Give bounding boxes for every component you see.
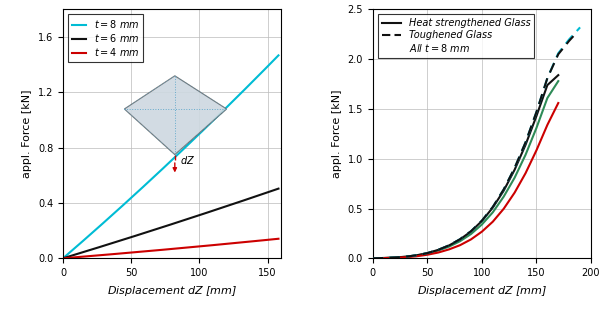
Legend: $t = 8$ mm, $t = 6$ mm, $t = 4$ mm: $t = 8$ mm, $t = 6$ mm, $t = 4$ mm bbox=[68, 14, 143, 62]
Text: $dZ$: $dZ$ bbox=[180, 154, 196, 166]
Y-axis label: appl. Force [kN]: appl. Force [kN] bbox=[22, 90, 32, 178]
X-axis label: Displacement $dZ$ [mm]: Displacement $dZ$ [mm] bbox=[417, 284, 547, 298]
Polygon shape bbox=[124, 76, 227, 155]
Y-axis label: appl. Force [kN]: appl. Force [kN] bbox=[332, 90, 342, 178]
Legend: Heat strengthened Glass, Toughened Glass, All $t = 8$ mm: Heat strengthened Glass, Toughened Glass… bbox=[377, 14, 535, 58]
X-axis label: Displacement $dZ$ [mm]: Displacement $dZ$ [mm] bbox=[107, 284, 237, 298]
